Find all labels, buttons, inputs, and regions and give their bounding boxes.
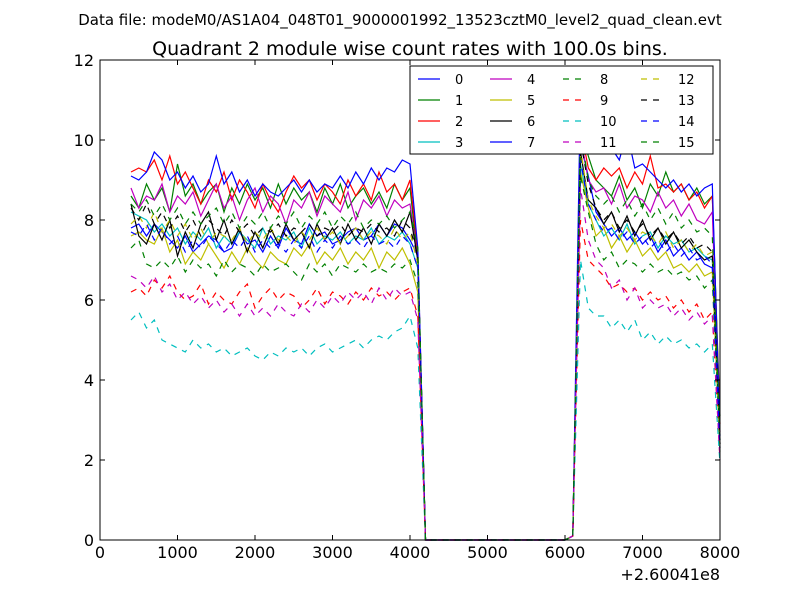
y-tick-label: 2 bbox=[84, 451, 94, 470]
x-tick-label: 2000 bbox=[235, 543, 276, 562]
series-line-11 bbox=[130, 187, 721, 541]
x-tick-label: 1000 bbox=[157, 543, 198, 562]
chart-title: Quadrant 2 module wise count rates with … bbox=[152, 38, 668, 60]
series-line-15 bbox=[130, 131, 721, 541]
series-line-6 bbox=[130, 151, 721, 541]
legend-label-1: 1 bbox=[455, 94, 463, 109]
x-tick-label: 8000 bbox=[700, 543, 741, 562]
legend-label-6: 6 bbox=[527, 115, 535, 130]
y-tick-label: 10 bbox=[74, 131, 94, 150]
x-tick-label: 3000 bbox=[312, 543, 353, 562]
legend-label-5: 5 bbox=[527, 94, 535, 109]
x-tick-label: 5000 bbox=[467, 543, 508, 562]
series-line-7 bbox=[130, 87, 721, 541]
series-line-12 bbox=[130, 147, 721, 541]
x-tick-label: 7000 bbox=[622, 543, 663, 562]
x-offset-label: +2.60041e8 bbox=[620, 565, 720, 584]
legend-label-13: 13 bbox=[678, 94, 695, 109]
x-tick-label: 0 bbox=[95, 543, 105, 562]
legend-label-9: 9 bbox=[600, 94, 608, 109]
axes-layer: 0 1000 2000 3000 4000 5000 6000 7000 80000246810… bbox=[74, 51, 741, 562]
series-line-10 bbox=[130, 259, 721, 541]
y-tick-label: 4 bbox=[84, 371, 94, 390]
legend-label-7: 7 bbox=[527, 136, 535, 151]
datafile-label: Data file: modeM0/AS1A04_048T01_90000019… bbox=[78, 11, 722, 30]
legend-box bbox=[409, 65, 714, 155]
legend-label-10: 10 bbox=[600, 115, 617, 130]
y-tick-label: 6 bbox=[84, 291, 94, 310]
series-line-3 bbox=[130, 163, 721, 541]
legend-label-8: 8 bbox=[600, 73, 608, 88]
legend-label-11: 11 bbox=[600, 136, 617, 151]
y-tick-label: 8 bbox=[84, 211, 94, 230]
x-tick-label: 4000 bbox=[390, 543, 431, 562]
legend-label-15: 15 bbox=[678, 136, 695, 151]
legend-label-4: 4 bbox=[527, 73, 535, 88]
series-line-9 bbox=[130, 219, 721, 541]
x-tick-label: 6000 bbox=[545, 543, 586, 562]
y-tick-label: 0 bbox=[84, 531, 94, 550]
y-tick-label: 12 bbox=[74, 51, 94, 70]
legend-label-3: 3 bbox=[455, 136, 463, 151]
series-line-1 bbox=[130, 127, 721, 541]
series-layer bbox=[130, 87, 721, 541]
legend-label-14: 14 bbox=[678, 115, 695, 130]
series-line-14 bbox=[130, 159, 721, 541]
legend-label-12: 12 bbox=[678, 73, 695, 88]
legend-label-0: 0 bbox=[455, 73, 463, 88]
legend-label-2: 2 bbox=[455, 115, 463, 130]
series-line-0 bbox=[130, 143, 721, 541]
series-line-2 bbox=[130, 127, 721, 541]
